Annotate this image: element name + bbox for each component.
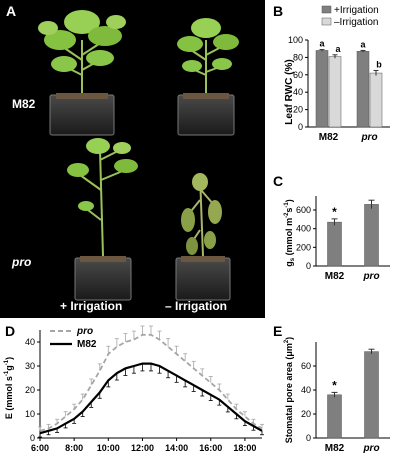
legend-label-m82: M82 bbox=[77, 339, 97, 350]
row-label-m82: M82 bbox=[12, 97, 36, 111]
panel-d-x-tick-label: 12:00 bbox=[131, 443, 154, 453]
panel-d-lines bbox=[38, 325, 264, 438]
panel-e-bar bbox=[364, 351, 379, 439]
panel-d-x-tick-label: 16:00 bbox=[199, 443, 222, 453]
panel-b-bar bbox=[369, 72, 383, 128]
panel-c-sig-star: * bbox=[332, 205, 337, 219]
panel-d-ylabel: E (mmol s-1g-1) bbox=[4, 357, 14, 419]
panel-b-y-tick-label: 100 bbox=[288, 35, 303, 45]
panel-c-y-tick-label: 600 bbox=[296, 205, 311, 215]
panel-c-bars: * bbox=[327, 199, 379, 267]
col-label-minus-irrigation: – Irrigation bbox=[165, 299, 228, 313]
plant-photographs bbox=[38, 10, 239, 301]
panel-d-axes: 0 10 20 30 40 6:00 8:00 10:00 12:00 14:00 16:00 18:… bbox=[25, 330, 262, 453]
panel-c-category-label: M82 bbox=[325, 271, 345, 282]
panel-e-y-tick-label: 60 bbox=[301, 361, 311, 371]
panel-e-chart: E Stomatal pore area (μm2) 0 20 40 60 M82 pro… bbox=[273, 323, 390, 454]
panel-b-y-tick-label: 60 bbox=[293, 70, 303, 80]
panel-c-chart: C gs (mmol m-2s-1) 0 200 400 600 M82 pro * bbox=[273, 173, 390, 282]
panel-b-category-label: pro bbox=[360, 132, 377, 143]
panel-d-chart: D E (mmol s-1g-1) pro M82 0 10 20 30 40 6:00 8… bbox=[4, 323, 264, 453]
panel-c-y-tick-label: 200 bbox=[296, 242, 311, 252]
panel-e-bar bbox=[327, 394, 342, 439]
legend-label-plus: +Irrigation bbox=[334, 5, 379, 16]
panel-b-chart: B +Irrigation –Irrigation Leaf RWC (%) 0… bbox=[273, 3, 390, 143]
col-label-plus-irrigation: + Irrigation bbox=[60, 299, 123, 313]
panel-b-bars: aa ab bbox=[315, 39, 383, 128]
panel-b-sig-letter: b bbox=[376, 59, 382, 69]
panel-b-sig-letter: a bbox=[335, 44, 341, 54]
panel-e-y-tick-label: 0 bbox=[306, 433, 311, 443]
row-label-pro: pro bbox=[12, 255, 32, 269]
panel-e-sig-star: * bbox=[332, 378, 337, 392]
panel-d-x-tick-label: 18:00 bbox=[233, 443, 256, 453]
panel-e-y-tick-label: 40 bbox=[301, 385, 311, 395]
panel-b-sig-letter: a bbox=[319, 39, 325, 49]
panel-b-y-tick-label: 0 bbox=[298, 122, 303, 132]
panel-d-y-tick-label: 40 bbox=[25, 337, 35, 347]
legend-label-pro: pro bbox=[76, 326, 93, 337]
panel-d-letter: D bbox=[5, 323, 15, 339]
panel-e-category-label: pro bbox=[362, 443, 379, 454]
panel-c-y-tick-label: 0 bbox=[306, 261, 311, 271]
panel-a-photo bbox=[0, 0, 265, 318]
panel-c-bar bbox=[327, 221, 342, 267]
panel-b-y-tick-label: 40 bbox=[293, 87, 303, 97]
panel-b-ylabel: Leaf RWC (%) bbox=[284, 59, 295, 124]
panel-b-bar bbox=[315, 50, 329, 128]
panel-e-category-label: M82 bbox=[325, 443, 345, 454]
legend-swatch-minus bbox=[321, 17, 332, 26]
panel-b-sig-letter: a bbox=[360, 39, 366, 49]
panel-e-ylabel: Stomatal pore area (μm2) bbox=[284, 337, 294, 443]
panel-c-letter: C bbox=[273, 173, 283, 189]
panel-c-category-label: pro bbox=[362, 271, 379, 282]
panel-b-y-tick-label: 80 bbox=[293, 52, 303, 62]
plant-m82-plus bbox=[38, 10, 126, 136]
legend-label-minus: –Irrigation bbox=[334, 17, 378, 28]
panel-e-bars: * bbox=[327, 348, 379, 439]
panel-d-x-tick-label: 8:00 bbox=[65, 443, 83, 453]
panel-d-y-tick-label: 20 bbox=[25, 385, 35, 395]
panel-b-bar bbox=[356, 51, 370, 128]
panel-d-x-tick-label: 10:00 bbox=[97, 443, 120, 453]
panel-d-series-m82 bbox=[39, 362, 263, 435]
panel-a-letter: A bbox=[6, 3, 17, 19]
plant-pro-plus bbox=[67, 138, 138, 301]
panel-b-letter: B bbox=[273, 3, 283, 19]
panel-d-x-tick-label: 6:00 bbox=[31, 443, 49, 453]
panel-d-series-pro bbox=[39, 333, 263, 432]
panel-d-x-tick-label: 14:00 bbox=[165, 443, 188, 453]
panel-b-y-tick-label: 20 bbox=[293, 105, 303, 115]
panel-d-y-tick-label: 30 bbox=[25, 361, 35, 371]
panel-b-category-label: M82 bbox=[319, 132, 339, 143]
plant-pro-minus bbox=[175, 173, 231, 301]
panel-d-y-tick-label: 10 bbox=[25, 409, 35, 419]
plant-m82-minus bbox=[177, 18, 239, 136]
legend-swatch-plus bbox=[321, 5, 332, 14]
panel-b-bar bbox=[328, 56, 342, 128]
panel-c-y-tick-label: 400 bbox=[296, 224, 311, 234]
panel-c-ylabel: gs (mmol m-2s-1) bbox=[284, 199, 296, 267]
panel-c-bar bbox=[364, 204, 379, 267]
panel-e-y-tick-label: 20 bbox=[301, 409, 311, 419]
panel-e-letter: E bbox=[273, 323, 282, 339]
panel-d-y-tick-label: 0 bbox=[30, 433, 35, 443]
